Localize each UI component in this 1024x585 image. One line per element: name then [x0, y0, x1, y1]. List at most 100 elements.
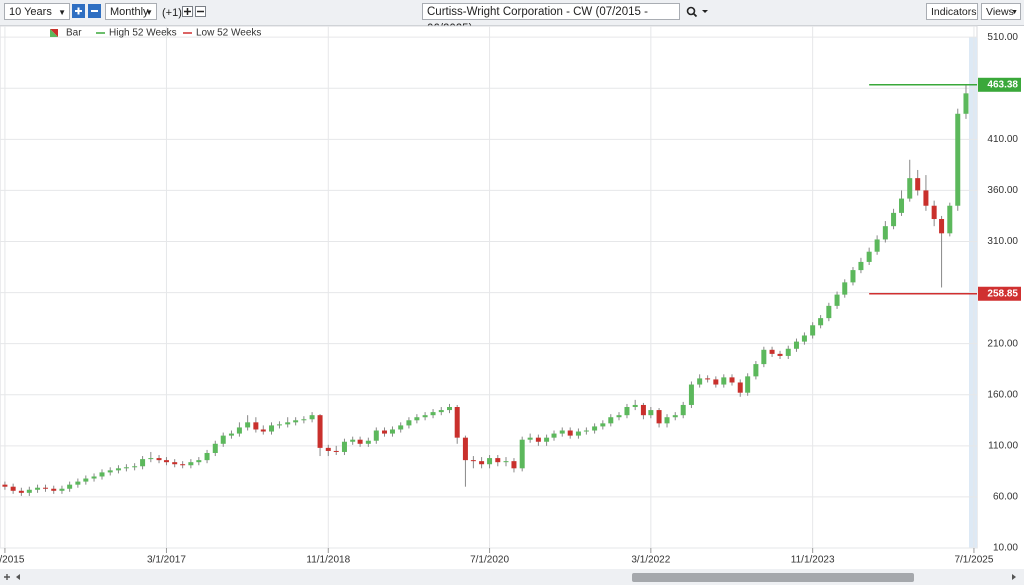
candle-body [616, 415, 622, 418]
views-button[interactable]: Views ▼ [981, 3, 1021, 20]
candle-body [99, 472, 105, 477]
candle-body [931, 205, 937, 220]
candle-body [891, 212, 897, 227]
y-tick-label: 410.00 [987, 134, 1018, 145]
candle-body [260, 429, 266, 432]
candle-body [608, 417, 614, 424]
views-text: Views [986, 6, 1014, 18]
candle-body [688, 384, 694, 405]
legend-swatch-up [50, 29, 58, 37]
zoom-out[interactable] [88, 4, 101, 18]
candle-body [544, 437, 550, 442]
candle-body [729, 377, 735, 383]
candle-body [753, 364, 759, 377]
candle-body [285, 422, 291, 425]
y-tick-label: 360.00 [987, 185, 1018, 196]
candle-body [309, 415, 315, 420]
candle-body [705, 378, 711, 380]
symbol-box[interactable]: Curtiss-Wright Corporation - CW (07/2015… [422, 3, 680, 35]
candle-body [245, 422, 251, 428]
candle-body [236, 427, 242, 434]
candle-body [365, 440, 371, 444]
candle-body [947, 205, 953, 234]
candle-body [810, 325, 816, 336]
candle-body [600, 423, 606, 427]
zoom-in[interactable] [72, 4, 85, 18]
candle-body [107, 470, 113, 473]
scroll-left[interactable] [16, 574, 20, 580]
candle-body [51, 488, 57, 491]
x-tick-label: 7/1/2015 [0, 555, 25, 566]
caret: ▼ [58, 8, 66, 17]
candle-body [713, 379, 719, 385]
candle-body [2, 484, 8, 487]
y-tick-label: 160.00 [987, 389, 1018, 400]
interval-select[interactable]: Monthly ▼ [105, 3, 157, 20]
y-tick-label: 310.00 [987, 236, 1018, 247]
candle-body [75, 481, 81, 485]
candle-body [640, 404, 646, 416]
interval-text: Monthly [110, 6, 149, 18]
candle-body [276, 424, 282, 426]
offset-text: (+1) [162, 7, 182, 19]
candle-body [664, 417, 670, 424]
candle-body [672, 415, 678, 418]
candle-body [818, 318, 824, 326]
offset-plus[interactable] [182, 6, 193, 17]
candle-body [350, 439, 356, 442]
scroll-plus[interactable] [4, 574, 10, 580]
candle-body [406, 420, 412, 426]
toolbar: 10 Years ▼ Monthly ▼ (+1) Curtiss-Wright C… [0, 0, 1024, 35]
candle-body [826, 305, 832, 319]
scrollbar-thumb[interactable] [632, 573, 914, 582]
caret: ▼ [1011, 9, 1018, 16]
y-tick-label: 110.00 [988, 440, 1018, 451]
range-select[interactable]: 10 Years ▼ [4, 3, 70, 20]
candle-body [915, 178, 921, 191]
candle-body [196, 460, 202, 463]
x-tick-label: 3/1/2022 [631, 555, 670, 566]
candle-body [567, 430, 573, 436]
candle-body [253, 422, 259, 430]
candle-body [357, 439, 363, 444]
candle-body [67, 484, 73, 489]
candle-body [373, 430, 379, 441]
candle-body [955, 113, 961, 206]
caret: ▼ [145, 8, 153, 17]
candle-body [680, 404, 686, 416]
candle-body [907, 178, 913, 199]
candle-body [487, 458, 493, 465]
scroll-right[interactable] [1012, 574, 1016, 580]
candle-body [656, 410, 662, 424]
candle-body [470, 460, 476, 462]
candle-body [83, 478, 89, 482]
candle-body [575, 431, 581, 436]
legend: Bar High 52 Weeks Low 52 Weeks [50, 28, 261, 39]
candle-body [140, 459, 146, 467]
candle-body [59, 488, 65, 491]
x-tick-label: 7/1/2020 [470, 555, 509, 566]
candle-body [172, 462, 178, 465]
candle-body [850, 270, 856, 283]
candle-body [10, 486, 16, 491]
legend-label: Low 52 Weeks [196, 28, 261, 39]
candle-body [858, 261, 864, 271]
candle-body [430, 412, 436, 416]
candle-body [422, 415, 428, 418]
candle-body [228, 433, 234, 436]
candle-body [632, 404, 638, 408]
candle-body [583, 430, 589, 432]
candle-body [462, 437, 468, 461]
candle-body [511, 461, 517, 469]
candle-body [188, 462, 194, 466]
candle-body [220, 435, 226, 444]
x-tick-label: 11/1/2018 [306, 555, 350, 566]
offset-minus[interactable] [195, 6, 206, 17]
candle-body [745, 376, 751, 393]
candle-body [697, 378, 703, 385]
search-icon[interactable] [686, 6, 710, 18]
candle-body [325, 447, 331, 451]
candle-body [793, 341, 799, 349]
indicators-button[interactable]: Indicators▼ [926, 3, 978, 33]
y-tick-label: 210.00 [987, 338, 1018, 349]
